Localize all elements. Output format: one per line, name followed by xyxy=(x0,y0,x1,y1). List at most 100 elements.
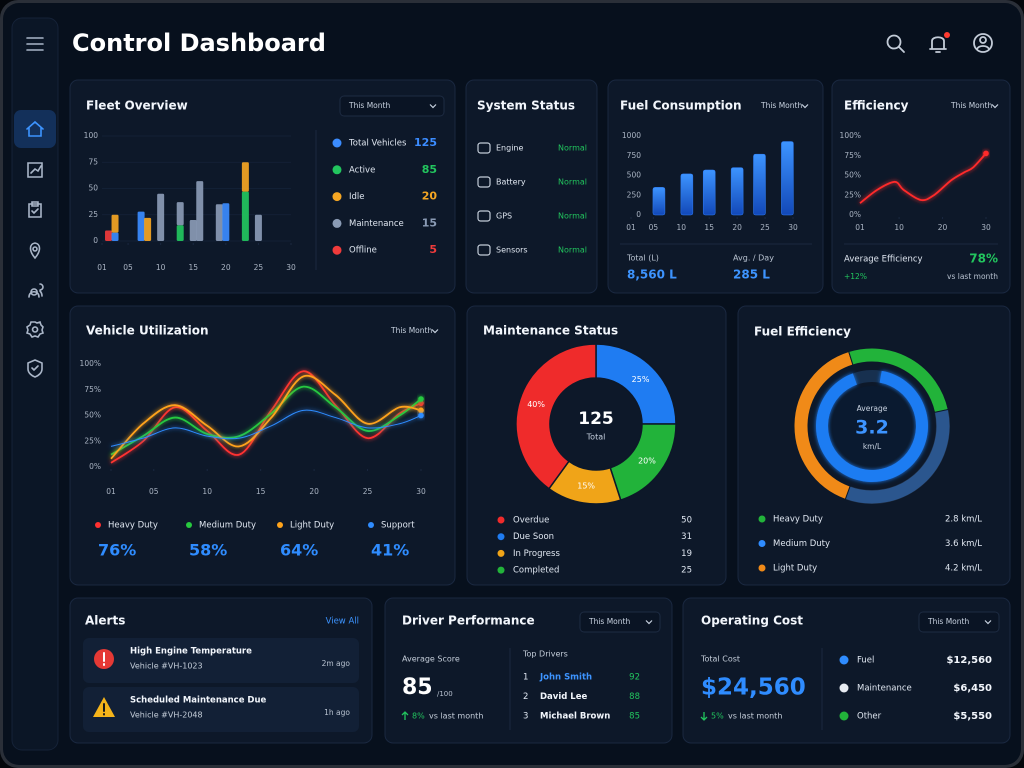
y-tick-label: 0 xyxy=(636,210,641,219)
center-label: Average xyxy=(857,404,888,413)
y-tick-label: 0% xyxy=(89,462,101,471)
x-tick-label: 01 xyxy=(97,263,107,272)
segment-label: 20% xyxy=(638,457,656,466)
panel xyxy=(607,79,824,294)
dropdown-label[interactable]: This Month xyxy=(588,617,630,626)
menu-button[interactable] xyxy=(26,37,44,51)
profile-button[interactable] xyxy=(973,33,993,53)
alert-subtitle: Vehicle #VH-2048 xyxy=(130,711,203,720)
score-label: Average Score xyxy=(402,655,460,664)
status-value: Normal xyxy=(558,246,587,255)
legend-dot xyxy=(758,540,766,547)
nav-tasks[interactable] xyxy=(28,201,42,218)
legend-value: 3.6 km/L xyxy=(945,539,982,549)
x-tick-label: 25 xyxy=(363,487,373,496)
x-tick-label: 30 xyxy=(788,223,798,232)
alert-item[interactable] xyxy=(83,638,359,683)
status-value: Normal xyxy=(558,178,587,187)
status-label: GPS xyxy=(496,212,512,221)
center-disc xyxy=(832,386,912,466)
legend-dot xyxy=(497,516,505,524)
legend-label: Support xyxy=(381,521,415,531)
x-tick-label: 25 xyxy=(760,223,770,232)
ring-segment xyxy=(844,408,951,505)
driver-score: 88 xyxy=(629,692,640,702)
sidebar xyxy=(11,17,59,751)
y-tick-label: 50% xyxy=(844,171,861,180)
x-tick-label: 05 xyxy=(149,487,159,496)
end-point xyxy=(418,396,424,402)
chevron xyxy=(431,329,439,334)
driver-score: 92 xyxy=(629,673,640,683)
x-tick-label: 10 xyxy=(677,223,687,232)
nav-security[interactable] xyxy=(27,359,43,378)
cost-label: Fuel xyxy=(857,656,874,666)
x-tick-label: 20 xyxy=(938,223,948,232)
series-line xyxy=(110,409,422,447)
driver-rank: 3 xyxy=(523,712,528,722)
stat-value: 78% xyxy=(969,252,998,266)
panel-title: Alerts xyxy=(85,614,125,628)
legend-dot xyxy=(839,711,849,721)
change-note: vs last month xyxy=(947,272,998,281)
x-tick-label: 05 xyxy=(649,223,659,232)
dropdown[interactable] xyxy=(918,611,1000,633)
y-tick-label: 50 xyxy=(88,184,98,193)
dropdown-label[interactable]: This Month xyxy=(348,101,390,110)
legend-dot xyxy=(332,165,342,175)
panel-title: Efficiency xyxy=(844,99,909,113)
notifications-button[interactable] xyxy=(929,36,947,53)
nav-reports[interactable] xyxy=(27,162,43,178)
ring-segment xyxy=(848,347,949,413)
segment-label: 40% xyxy=(527,400,545,409)
dropdown[interactable] xyxy=(579,611,661,633)
dropdown[interactable] xyxy=(339,95,445,117)
end-point xyxy=(983,150,989,157)
bar-segment xyxy=(215,204,223,241)
change-note: vs last month xyxy=(429,712,483,721)
end-point xyxy=(418,400,424,406)
series-average: 76% xyxy=(98,541,136,560)
legend-label: Heavy Duty xyxy=(773,515,823,525)
chevron xyxy=(429,104,437,109)
panel xyxy=(682,597,1011,744)
legend-count: 85 xyxy=(422,163,437,176)
notification-dot xyxy=(944,32,950,38)
nav-map[interactable] xyxy=(29,242,41,260)
y-tick-label: 0% xyxy=(849,210,861,219)
dropdown-label[interactable]: This Month xyxy=(760,101,802,110)
dropdown-label[interactable]: This Month xyxy=(950,101,992,110)
page-title: Control Dashboard xyxy=(72,29,326,57)
bar-segment xyxy=(254,214,262,241)
legend-count: 15 xyxy=(422,216,437,229)
chevron xyxy=(991,104,999,109)
legend-value: 4.2 km/L xyxy=(945,564,982,574)
bar-segment xyxy=(241,191,249,241)
donut-segment xyxy=(515,343,597,490)
nav-users[interactable] xyxy=(28,283,44,298)
chevron xyxy=(801,104,809,109)
status-label: Sensors xyxy=(496,246,528,255)
total-label: Total Cost xyxy=(700,655,740,664)
nav-settings[interactable] xyxy=(25,320,45,338)
dropdown-label[interactable]: This Month xyxy=(927,617,969,626)
driver-name: Michael Brown xyxy=(540,712,610,722)
search-button[interactable] xyxy=(886,34,905,53)
view-all-link[interactable]: View All xyxy=(326,617,359,627)
bar-segment xyxy=(144,217,152,241)
nav-home[interactable] xyxy=(26,120,44,137)
series-line xyxy=(859,152,987,204)
dropdown-label[interactable]: This Month xyxy=(390,326,432,335)
x-tick-label: 20 xyxy=(309,487,319,496)
panel xyxy=(69,305,456,586)
change: 8% xyxy=(412,712,425,721)
bar xyxy=(702,169,716,216)
center-value: 3.2 xyxy=(855,417,889,439)
alert-item[interactable] xyxy=(83,687,359,732)
y-tick-label: 25% xyxy=(84,436,101,445)
bar xyxy=(753,153,766,216)
stat-label: Total (L) xyxy=(626,254,659,263)
panel xyxy=(69,79,456,294)
x-tick-label: 30 xyxy=(981,223,991,232)
x-tick-label: 25 xyxy=(254,263,264,272)
